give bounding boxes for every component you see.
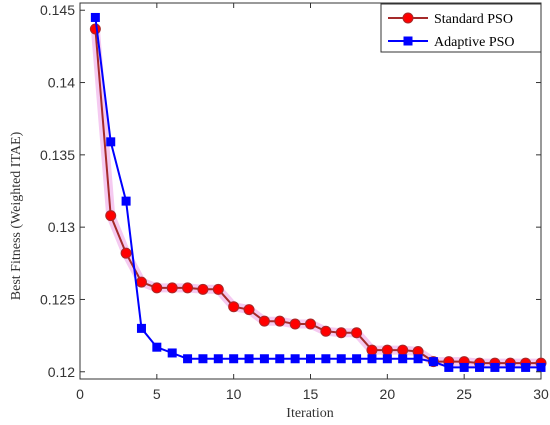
y-tick-label: 0.145: [40, 2, 75, 18]
data-point-adaptive-pso: [136, 323, 146, 333]
data-point-standard-pso: [305, 318, 316, 330]
data-point-adaptive-pso: [213, 354, 223, 364]
data-point-adaptive-pso: [121, 196, 131, 206]
data-point-standard-pso: [197, 283, 209, 295]
x-axis: 0 5 10 15 20 25 30: [76, 3, 549, 402]
x-tick-label: 5: [153, 386, 161, 402]
data-point-adaptive-pso: [152, 342, 162, 352]
data-point-adaptive-pso: [167, 348, 177, 358]
plot-area: [79, 2, 542, 380]
data-point-adaptive-pso: [306, 354, 315, 364]
data-point-adaptive-pso: [244, 354, 254, 364]
data-point-adaptive-pso: [321, 354, 331, 364]
data-point-standard-pso: [335, 327, 347, 339]
data-point-adaptive-pso: [413, 354, 423, 364]
data-point-adaptive-pso: [352, 354, 362, 364]
data-point-standard-pso: [89, 23, 101, 35]
data-point-standard-pso: [166, 282, 178, 294]
data-point-adaptive-pso: [229, 354, 239, 364]
data-point-adaptive-pso: [521, 362, 531, 372]
x-tick-label: 25: [456, 386, 472, 402]
y-tick-label: 0.13: [48, 219, 75, 235]
x-tick-label: 20: [380, 386, 396, 402]
x-tick-label: 15: [303, 386, 319, 402]
data-point-standard-pso: [397, 344, 409, 356]
data-point-adaptive-pso: [505, 362, 515, 372]
data-point-adaptive-pso: [336, 354, 346, 364]
data-point-adaptive-pso: [183, 354, 193, 364]
data-point-standard-pso: [135, 276, 147, 288]
data-point-standard-pso: [151, 282, 163, 294]
data-point-adaptive-pso: [490, 362, 500, 372]
x-axis-title: Iteration: [286, 406, 333, 421]
data-point-adaptive-pso: [459, 362, 469, 372]
data-point-standard-pso: [366, 344, 378, 356]
data-point-standard-pso: [105, 210, 117, 222]
series-adaptive-pso: [90, 12, 546, 372]
data-point-standard-pso: [289, 318, 301, 330]
y-tick-label: 0.125: [40, 291, 75, 307]
data-point-adaptive-pso: [198, 354, 208, 364]
data-point-adaptive-pso: [444, 362, 454, 372]
data-point-standard-pso: [320, 325, 332, 337]
y-axis: 0.12 0.125 0.13 0.135 0.14 0.145: [40, 2, 541, 380]
legend-marker-standard-pso: [402, 12, 414, 24]
legend-label-adaptive-pso: Adaptive PSO: [434, 35, 515, 50]
data-point-adaptive-pso: [475, 362, 485, 372]
x-tick-label: 0: [76, 386, 84, 402]
data-point-adaptive-pso: [382, 354, 392, 364]
data-point-adaptive-pso: [275, 354, 285, 364]
legend: Standard PSO Adaptive PSO: [380, 3, 542, 53]
data-point-standard-pso: [228, 301, 240, 313]
data-point-standard-pso: [182, 282, 194, 294]
data-point-standard-pso: [381, 344, 393, 356]
data-point-adaptive-pso: [536, 362, 546, 372]
legend-marker-adaptive-pso: [403, 36, 413, 46]
data-point-standard-pso: [274, 315, 286, 327]
series-layer: [89, 12, 547, 372]
data-point-adaptive-pso: [428, 357, 438, 367]
data-point-standard-pso: [120, 247, 132, 259]
data-point-adaptive-pso: [90, 12, 100, 22]
data-point-adaptive-pso: [106, 137, 116, 147]
data-point-adaptive-pso: [290, 354, 300, 364]
legend-label-standard-pso: Standard PSO: [434, 12, 513, 27]
data-point-adaptive-pso: [259, 354, 269, 364]
data-point-standard-pso: [212, 283, 224, 295]
y-tick-label: 0.12: [48, 364, 75, 380]
plot-frame: [79, 2, 542, 380]
y-axis-title: Best Fitness (Weighted ITAE): [9, 131, 24, 300]
data-point-standard-pso: [351, 327, 363, 339]
y-tick-label: 0.135: [40, 147, 75, 163]
data-point-adaptive-pso: [398, 354, 408, 364]
data-point-adaptive-pso: [367, 354, 377, 364]
data-point-standard-pso: [258, 315, 270, 327]
y-tick-label: 0.14: [48, 75, 75, 91]
data-point-standard-pso: [243, 304, 255, 316]
x-tick-label: 30: [533, 386, 549, 402]
x-tick-label: 10: [226, 386, 242, 402]
